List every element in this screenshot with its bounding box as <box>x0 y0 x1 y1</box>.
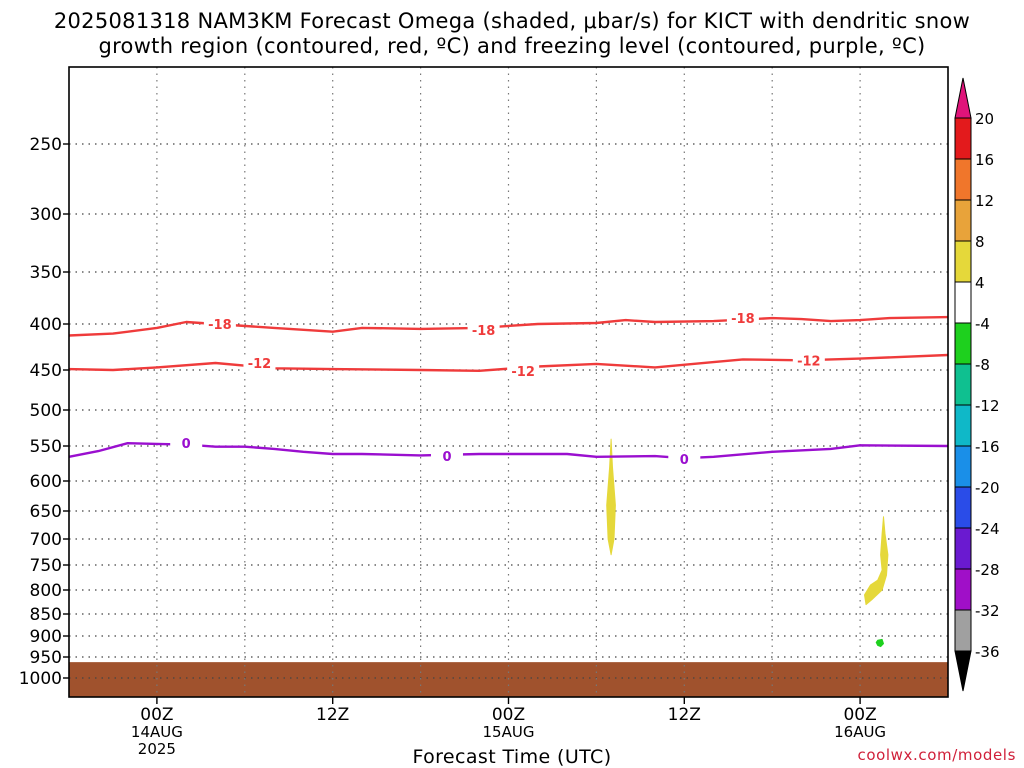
contour-label-bg <box>507 362 540 379</box>
x-tick-label: 00Z <box>140 705 173 725</box>
colorbar-segment <box>954 363 972 406</box>
y-tick-label-850: 850 <box>30 605 62 625</box>
contour-label--12: -12 <box>248 357 272 372</box>
contour-label-bg <box>467 321 500 338</box>
contour-label-0: 0 <box>442 450 451 465</box>
omega-region-1 <box>864 516 889 606</box>
y-tick-label-950: 950 <box>30 648 62 668</box>
contour-label-0: 0 <box>182 437 191 452</box>
colorbar-label: -4 <box>975 315 990 333</box>
colorbar-segment <box>954 609 972 652</box>
y-tick-label-300: 300 <box>30 205 62 225</box>
colorbar-label: -28 <box>975 561 1000 579</box>
colorbar-label: -12 <box>975 397 1000 415</box>
colorbar-segment <box>954 322 972 365</box>
x-tick-label: 14AUG <box>131 723 183 741</box>
colorbar-segment <box>954 404 972 447</box>
colorbar-segment <box>954 240 972 283</box>
colorbar-label: 16 <box>975 151 994 169</box>
colorbar-segment <box>954 281 972 324</box>
contour-label--18: -18 <box>731 312 755 327</box>
y-tick-label-650: 650 <box>30 502 62 522</box>
colorbar-segment <box>954 117 972 160</box>
y-tick-label-450: 450 <box>30 361 62 381</box>
colorbar-bottom-cap <box>954 650 972 692</box>
colorbar-segment <box>954 199 972 242</box>
colorbar-segment <box>954 445 972 488</box>
contour-label--18: -18 <box>208 318 232 333</box>
colorbar-label: -8 <box>975 356 990 374</box>
contour-label--12: -12 <box>511 365 535 380</box>
x-tick-label: 16AUG <box>834 723 886 741</box>
contour-label-bg <box>243 354 276 371</box>
credit-link[interactable]: coolwx.com/models <box>857 746 1016 764</box>
chart-title-line1: 2025081318 NAM3KM Forecast Omega (shaded… <box>53 9 971 33</box>
chart-title-line2: growth region (contoured, red, ºC) and f… <box>98 34 926 58</box>
colorbar-label: -32 <box>975 602 1000 620</box>
x-tick-label: 2025 <box>138 740 176 758</box>
contour-label-bg <box>668 450 701 467</box>
contour-line--18 <box>68 315 949 337</box>
colorbar-top-cap <box>954 77 972 119</box>
colorbar-segment <box>954 486 972 529</box>
y-tick-label-900: 900 <box>30 627 62 647</box>
contour-label--12: -12 <box>797 354 821 369</box>
colorbar-segment <box>954 158 972 201</box>
y-tick-label-600: 600 <box>30 472 62 492</box>
colorbar-label: 12 <box>975 192 994 210</box>
contour-label-bg <box>726 310 759 327</box>
x-axis-label: Forecast Time (UTC) <box>412 746 612 768</box>
colorbar-segment <box>954 568 972 611</box>
colorbar-label: 8 <box>975 233 985 251</box>
x-tick-label: 12Z <box>668 705 701 725</box>
contour-label--18: -18 <box>472 324 496 339</box>
omega-region-0 <box>606 438 616 556</box>
y-tick-label-800: 800 <box>30 581 62 601</box>
y-tick-label-350: 350 <box>30 263 62 283</box>
plot-frame <box>68 66 949 698</box>
y-tick-label-750: 750 <box>30 556 62 576</box>
x-tick-label: 00Z <box>843 705 876 725</box>
contour-label-bg <box>792 352 825 369</box>
y-tick-label-1000: 1000 <box>19 669 62 689</box>
omega-region-2 <box>875 638 884 648</box>
contour-label-0: 0 <box>680 453 689 468</box>
x-tick-label: 15AUG <box>483 723 535 741</box>
y-tick-label-700: 700 <box>30 530 62 550</box>
x-tick-label: 00Z <box>492 705 525 725</box>
contour-label-bg <box>430 448 463 465</box>
colorbar-label: 20 <box>975 110 994 128</box>
colorbar-label: -36 <box>975 643 1000 661</box>
colorbar-label: -20 <box>975 479 1000 497</box>
x-tick-label: 12Z <box>316 705 349 725</box>
y-tick-label-250: 250 <box>30 135 62 155</box>
contour-label-bg <box>203 316 236 332</box>
colorbar-label: 4 <box>975 274 985 292</box>
contour-label-bg <box>170 435 203 452</box>
y-tick-label-500: 500 <box>30 401 62 421</box>
y-tick-label-550: 550 <box>30 437 62 457</box>
colorbar-segment <box>954 527 972 570</box>
y-tick-label-400: 400 <box>30 315 62 335</box>
colorbar-label: -16 <box>975 438 1000 456</box>
colorbar-label: -24 <box>975 520 1000 538</box>
